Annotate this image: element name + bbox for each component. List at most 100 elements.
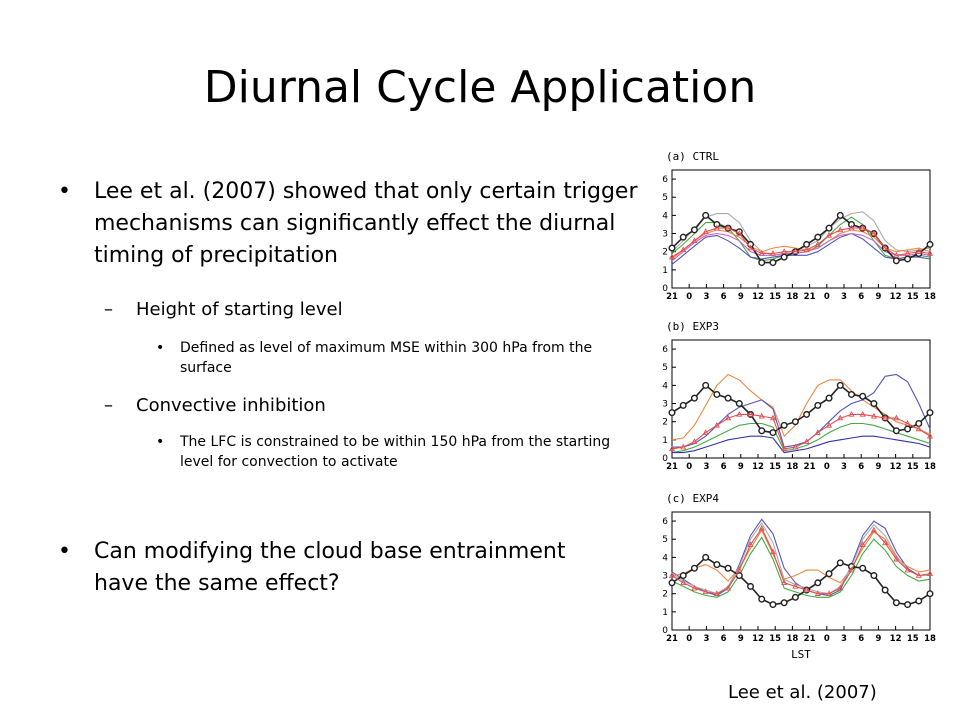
panel-1-series-1-point-22 (915, 425, 922, 432)
panel-1-series-1-point-16 (848, 410, 855, 417)
panel-2-series-1-point-8 (758, 524, 765, 531)
panel-0-series-0-point-12 (803, 240, 811, 248)
panel-1-series-0-point-4 (713, 390, 721, 398)
panel-0-title: (a) CTRL (666, 150, 719, 163)
panel-2-series-1-point-10 (781, 579, 788, 586)
panel-1-series-0-point-16 (847, 390, 855, 398)
diurnal-cycle-figure: (a) CTRL 0 12 3 4 5 6 21 0 3 6 9 12 15 18 21 0 3 6 9 12 15 18 (… (662, 150, 936, 661)
panel-2-xtick-label-5: 12 (752, 634, 764, 644)
bullet-2-text: Can modifying the cloud base entrainment… (94, 539, 566, 596)
panel-2-series-1-point-21 (904, 566, 911, 573)
panel-1-series-0-point-9 (769, 429, 777, 437)
panel-0-ytick-label-3: 3 (662, 230, 668, 240)
panel-0-series-1-point-16 (848, 224, 855, 231)
panel-2-xtick-label-2: 3 (703, 634, 709, 644)
panel-2-title: (c) EXP4 (666, 492, 719, 505)
panel-1-series-1-point-13 (814, 429, 821, 435)
panel-0-series-0-point-8 (758, 259, 766, 267)
panel-2-series-0-line (671, 556, 931, 606)
panel-1-series-1-point-5 (725, 414, 732, 421)
panel-2-xtick-label-8: 21 (804, 634, 816, 644)
panel-0-series-1-point-0 (668, 253, 676, 260)
panel-2-xtick-label-11: 6 (858, 634, 864, 644)
panel-1-series-0-point-14 (825, 394, 833, 402)
panel-0-series-0-point-4 (713, 220, 721, 228)
slide-title: Diurnal Cycle Application (203, 62, 757, 113)
panel-0-series-0-point-20 (892, 257, 900, 265)
panel-1-series-1-point-8 (758, 412, 765, 419)
bullet-1: • Lee et al. (2007) showed that only cer… (58, 176, 678, 272)
panel-0-series-1-point-20 (893, 251, 900, 258)
panel-2-series-0-point-11 (791, 593, 799, 601)
panel-1-xtick-label-5: 12 (752, 462, 764, 472)
sub-sub-bullet-2-text: The LFC is constrained to be within 150 … (180, 434, 611, 470)
panel-1-xtick-label-9: 0 (824, 462, 830, 472)
panel-2-series-1-point-5 (725, 584, 732, 591)
panel-2-series-0-point-18 (870, 572, 878, 580)
sub-bullet-1-marker: – (104, 299, 113, 320)
panel-1-xtick-label-3: 6 (721, 462, 727, 472)
panel-0-series-1-point-4 (713, 224, 720, 231)
panel-1-frame (671, 339, 931, 459)
panel-1-xtick-label-11: 6 (858, 462, 864, 472)
figure-caption: Lee et al. (2007) (728, 682, 877, 703)
panel-0-series-0-point-14 (825, 224, 833, 232)
panel-1-series-1-point-9 (769, 414, 777, 421)
panel-2-series-0-point-7 (747, 582, 755, 590)
panel-0-series-0-point-3 (702, 211, 710, 219)
panel-0-xtick-label-13: 12 (890, 292, 902, 302)
panel-2-series-1-line (671, 527, 931, 595)
panel-0-series-0-point-23 (926, 240, 934, 248)
bullet-1-marker: • (58, 179, 71, 204)
panel-2-series-1-point-3 (702, 588, 709, 595)
panel-1-xtick-label-1: 0 (686, 462, 692, 472)
panel-2-ytick-label-6: 6 (662, 517, 668, 527)
panel-1-xtick-label-14: 15 (907, 462, 919, 472)
panel-2-xlabel: LST (791, 648, 811, 661)
panel-0-xtick-label-12: 9 (875, 292, 881, 302)
panel-0-series-1-point-15 (837, 226, 844, 233)
panel-1-series-0-point-3 (702, 381, 710, 389)
panel-2-xtick-label-9: 0 (824, 634, 830, 644)
panel-1-series-3-line (672, 373, 931, 448)
panel-0-series-1-point-10 (781, 248, 788, 254)
panel-0-series-0-point-9 (769, 259, 777, 267)
panel-1-title: (b) EXP3 (666, 320, 719, 333)
panel-0-xtick-label-2: 3 (703, 292, 709, 302)
panel-2-series-0-point-22 (915, 597, 923, 605)
panel-1-xtick-label-4: 9 (738, 462, 744, 472)
panel-1-ytick-label-5: 5 (662, 363, 668, 373)
panel-1-xtick-label-15: 18 (924, 462, 936, 472)
bullet-1-text: Lee et al. (2007) showed that only certa… (94, 179, 638, 268)
panel-1-series-0-point-21 (904, 425, 912, 433)
panel-0-ytick-label-4: 4 (662, 211, 668, 221)
panel-1-series-0-point-12 (803, 410, 811, 418)
panel-1-series-1-point-21 (904, 420, 911, 426)
panel-2-series-1-point-6 (736, 566, 743, 573)
panel-1-series-0-line (671, 384, 931, 434)
panel-1-series-1-point-6 (736, 410, 743, 417)
panel-2-xtick-label-15: 18 (924, 634, 936, 644)
panel-2-series-1-point-15 (837, 584, 844, 591)
panel-1-xtick-label-8: 21 (804, 462, 816, 472)
panel-2-series-0-point-23 (926, 590, 934, 598)
panel-1-series-4-line (671, 422, 931, 454)
panel-2-xtick-label-6: 15 (769, 634, 781, 644)
panel-2-series-0-point-21 (904, 601, 912, 609)
panel-1-xtick-label-12: 9 (875, 462, 881, 472)
panel-2-xtick-label-7: 18 (786, 634, 798, 644)
panel-2-series-0-point-20 (892, 599, 900, 607)
panel-1-series-1-point-15 (837, 414, 844, 421)
panel-1-series-1-point-0 (668, 445, 676, 452)
panel-0-series-1-point-14 (825, 231, 833, 238)
panel-1-ytick-label-1: 1 (662, 436, 668, 446)
panel-1-series-0-point-23 (926, 409, 934, 417)
panel-0-series-1-point-13 (814, 240, 821, 247)
panel-0-series-1-point-23 (926, 250, 934, 256)
panel-2-series-1-point-12 (803, 586, 810, 593)
panel-2-series-0-point-4 (713, 561, 721, 569)
panel-2-series-2-line (671, 518, 930, 597)
panel-0-series-1-point-6 (736, 230, 743, 236)
panel-0-series-1-point-5 (725, 224, 732, 231)
panel-1-series-0-point-0 (668, 409, 676, 417)
